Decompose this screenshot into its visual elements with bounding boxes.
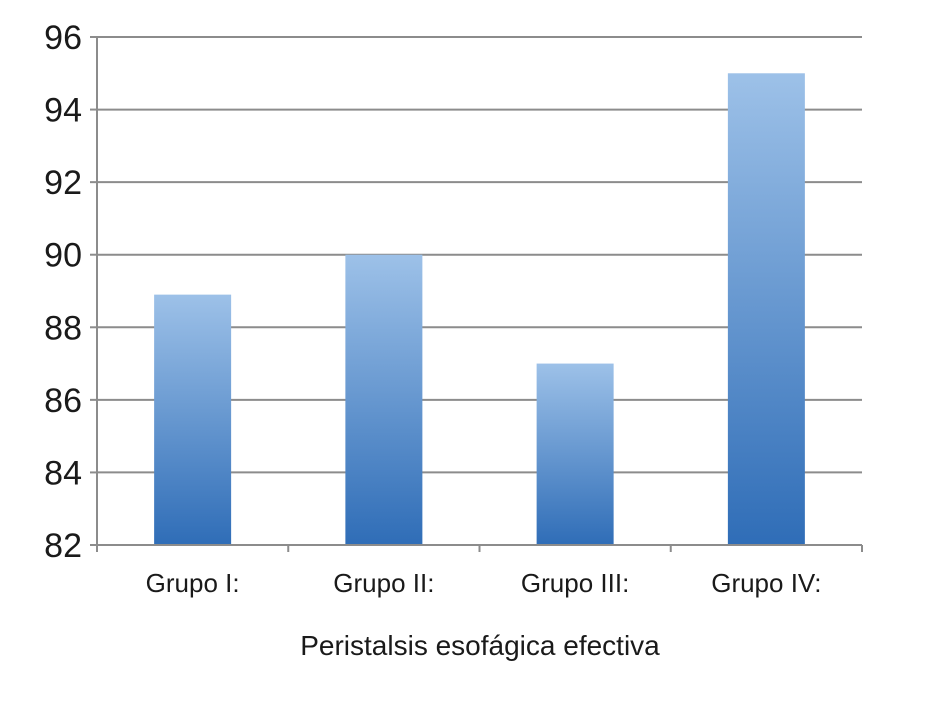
x-tick-label: Grupo II:	[333, 568, 434, 598]
x-tick-label: Grupo III:	[521, 568, 629, 598]
x-tick-label: Grupo IV:	[711, 568, 821, 598]
y-tick-label: 92	[44, 164, 82, 202]
y-tick-label: 96	[44, 19, 82, 57]
y-tick-label: 88	[44, 309, 82, 347]
bar	[727, 73, 805, 546]
tick-labels: 82 84 86 88 90 92 94 96 Grupo I: Grupo II: Grupo I…	[44, 19, 821, 598]
bar	[345, 254, 423, 545]
bar	[536, 363, 614, 545]
y-tick-label: 94	[44, 92, 82, 130]
bar	[154, 294, 232, 545]
x-axis-title: Peristalsis esofágica efectiva	[300, 630, 660, 661]
bars	[154, 73, 805, 546]
y-tick-label: 86	[44, 382, 82, 420]
y-tick-label: 84	[44, 454, 82, 492]
x-tick-label: Grupo I:	[146, 568, 240, 598]
y-tick-label: 90	[44, 237, 82, 275]
axes	[90, 36, 863, 552]
y-tick-label: 82	[44, 527, 82, 565]
